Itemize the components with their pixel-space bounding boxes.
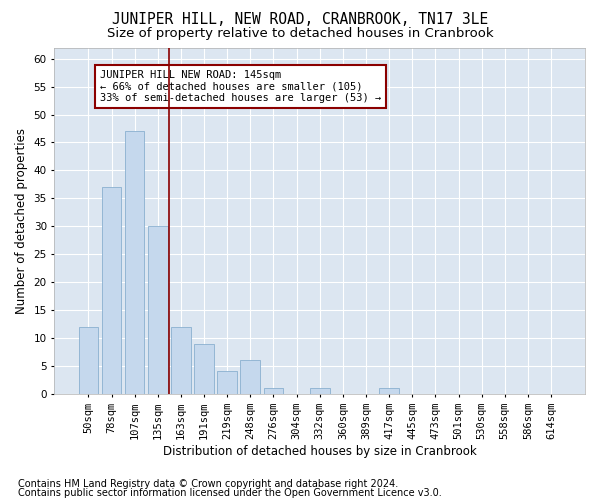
Text: Size of property relative to detached houses in Cranbrook: Size of property relative to detached ho… — [107, 28, 493, 40]
Bar — [125, 132, 145, 394]
X-axis label: Distribution of detached houses by size in Cranbrook: Distribution of detached houses by size … — [163, 444, 476, 458]
Bar — [263, 388, 283, 394]
Text: JUNIPER HILL, NEW ROAD, CRANBROOK, TN17 3LE: JUNIPER HILL, NEW ROAD, CRANBROOK, TN17 … — [112, 12, 488, 28]
Bar — [310, 388, 329, 394]
Bar — [241, 360, 260, 394]
Bar — [101, 187, 121, 394]
Bar — [79, 327, 98, 394]
Bar — [379, 388, 399, 394]
Text: Contains HM Land Registry data © Crown copyright and database right 2024.: Contains HM Land Registry data © Crown c… — [18, 479, 398, 489]
Bar — [148, 226, 167, 394]
Text: Contains public sector information licensed under the Open Government Licence v3: Contains public sector information licen… — [18, 488, 442, 498]
Bar — [194, 344, 214, 394]
Bar — [171, 327, 191, 394]
Bar — [217, 372, 237, 394]
Y-axis label: Number of detached properties: Number of detached properties — [15, 128, 28, 314]
Text: JUNIPER HILL NEW ROAD: 145sqm
← 66% of detached houses are smaller (105)
33% of : JUNIPER HILL NEW ROAD: 145sqm ← 66% of d… — [100, 70, 381, 103]
